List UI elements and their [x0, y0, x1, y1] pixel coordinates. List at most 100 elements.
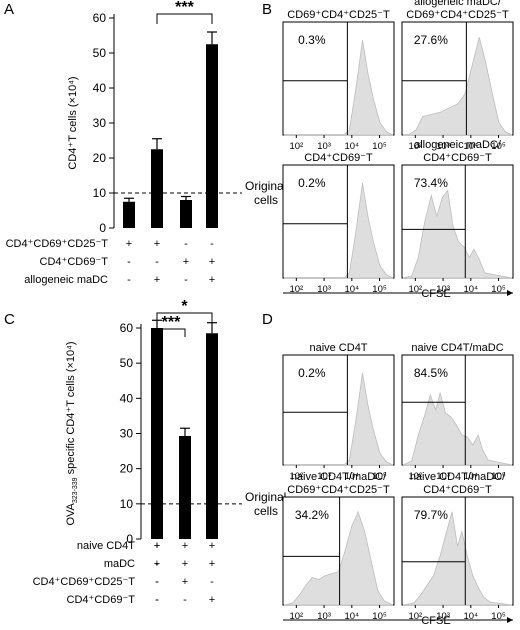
gate-percent: 34.2%: [295, 508, 329, 522]
condition-label: maDC: [104, 558, 135, 570]
cfse-axis-arrow: [507, 617, 513, 623]
x-tick-label: 10³: [436, 611, 450, 622]
cfse-axis-arrow: [507, 290, 513, 296]
x-tick-label: 10²: [408, 141, 422, 152]
x-tick-label: 10³: [317, 141, 331, 152]
condition-label: allogeneic maDC: [24, 274, 108, 286]
x-tick-label: 10⁴: [344, 141, 359, 152]
panel-letter-b: B: [262, 1, 272, 18]
histogram-curve: [402, 511, 513, 606]
y-tick-label: 20: [93, 151, 107, 165]
bar: [151, 149, 163, 228]
y-tick-label: 30: [120, 427, 134, 441]
condition-mark: +: [154, 540, 160, 552]
gate-percent: 79.7%: [414, 508, 448, 522]
cfse-axis-label: CFSE: [421, 288, 450, 300]
panel-letter-a: A: [4, 1, 14, 18]
bar: [151, 328, 163, 539]
reference-label: Original: [245, 179, 286, 193]
x-tick-label: 10⁵: [491, 284, 506, 295]
chart-a: 0 10 20 30 40 50 60 CD4⁺T cells (×10⁴) Originalc…: [6, 0, 287, 286]
histogram-title: CD4⁺CD69⁻T: [423, 484, 492, 496]
x-tick-label: 10³: [436, 141, 450, 152]
significance-label: ***: [175, 0, 194, 16]
condition-mark: -: [155, 594, 159, 606]
histogram-title: naive CD4T: [309, 342, 367, 354]
chart-c: 0 10 20 30 40 50 60 OVA323-339 specific CD4⁺T c…: [33, 298, 287, 606]
gate-percent: 0.2%: [298, 176, 326, 190]
histogram-title: naive CD4T/maDC: [411, 342, 503, 354]
condition-mark: -: [183, 594, 187, 606]
bar: [123, 201, 135, 228]
condition-label: naive CD4T: [77, 540, 135, 552]
x-tick-label: 10³: [436, 284, 450, 295]
x-tick-label: 10⁵: [491, 471, 506, 482]
x-tick-label: 10⁴: [463, 471, 478, 482]
x-tick-label: 10²: [408, 471, 422, 482]
condition-mark: -: [184, 238, 188, 250]
bar: [179, 435, 191, 539]
histogram-title: CD4⁺CD69⁻T: [304, 152, 373, 164]
condition-mark: +: [154, 540, 160, 552]
x-tick-label: 10²: [289, 611, 303, 622]
y-tick-label: 10: [120, 497, 134, 511]
condition-mark: -: [155, 576, 159, 588]
x-tick-label: 10³: [436, 471, 450, 482]
histogram-title: CD4⁺CD69⁻T: [423, 152, 492, 164]
significance-bracket: [156, 13, 213, 24]
histogram-panel-b: CD69⁺CD4⁺CD25⁻T0.3%10² 10³ 10⁴ 10⁵allogenei…: [282, 0, 514, 300]
histogram-title: allogeneic maDC/: [414, 0, 502, 8]
gate-percent: 27.6%: [414, 33, 448, 47]
x-tick-label: 10³: [317, 471, 331, 482]
x-tick-label: 10⁴: [344, 471, 359, 482]
condition-mark: +: [209, 594, 215, 606]
x-tick-label: 10⁵: [372, 471, 387, 482]
histogram-curve: [283, 510, 394, 606]
condition-label: CD4⁺CD69⁻T: [67, 594, 136, 606]
condition-mark: -: [155, 576, 159, 588]
condition-mark: -: [210, 238, 214, 250]
bar: [180, 200, 192, 228]
y-axis-label: OVA323-339 specific CD4⁺T cells (×10⁴): [65, 341, 79, 525]
x-tick-label: 10²: [289, 471, 303, 482]
gate-percent: 84.5%: [414, 366, 448, 380]
condition-label: CD4⁺CD69⁻T: [40, 256, 109, 268]
significance-bracket: [156, 328, 186, 337]
significance-bracket: [156, 312, 213, 331]
condition-mark: -: [155, 256, 159, 268]
histogram-curve: [403, 37, 513, 136]
x-tick-label: 10⁵: [491, 611, 506, 622]
x-tick-label: 10²: [289, 284, 303, 295]
x-tick-label: 10²: [408, 611, 422, 622]
condition-label: CD4⁺CD69⁺CD25⁻T: [33, 576, 136, 588]
condition-mark: +: [126, 238, 132, 250]
condition-mark: -: [127, 274, 131, 286]
y-tick-label: 20: [120, 462, 134, 476]
condition-mark: +: [209, 540, 215, 552]
reference-label: Original: [245, 490, 286, 504]
condition-label: CD4⁺CD69⁺CD25⁻T: [6, 238, 109, 250]
cfse-axis-label: CFSE: [421, 615, 450, 627]
reference-label: cells: [254, 193, 278, 207]
condition-mark: -: [127, 256, 131, 268]
condition-mark: +: [182, 576, 188, 588]
condition-mark: +: [154, 274, 160, 286]
condition-mark: +: [154, 558, 160, 570]
histogram-title: naive CD4T/maDC/: [410, 471, 506, 483]
y-tick-label: 50: [120, 356, 134, 370]
gate-percent: 73.4%: [414, 176, 448, 190]
y-tick-label: 30: [93, 116, 107, 130]
y-tick-label: 50: [93, 46, 107, 60]
condition-mark: -: [210, 576, 214, 588]
histogram-title: CD69⁺CD4⁺CD25⁻T: [287, 9, 390, 21]
bar: [206, 333, 218, 539]
bar: [206, 44, 218, 228]
y-tick-label: 60: [93, 11, 107, 25]
condition-mark: +: [209, 558, 215, 570]
gate-percent: 0.2%: [298, 366, 326, 380]
y-tick-label: 0: [126, 532, 133, 546]
significance-label: *: [181, 298, 188, 315]
condition-mark: -: [184, 274, 188, 286]
